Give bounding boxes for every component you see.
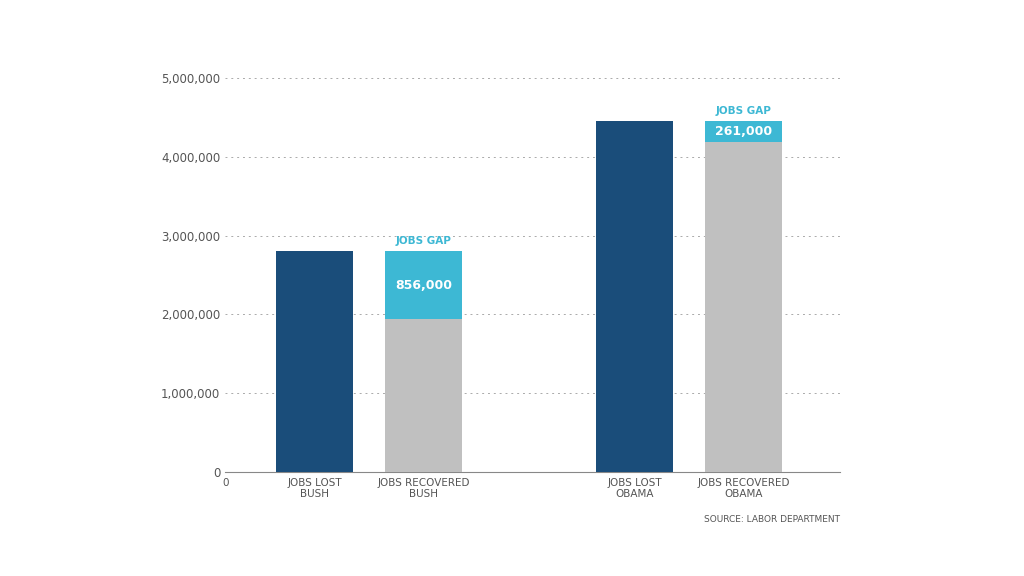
Text: 261,000: 261,000 xyxy=(715,125,772,138)
Text: SOURCE: LABOR DEPARTMENT: SOURCE: LABOR DEPARTMENT xyxy=(703,515,840,524)
Text: JOBS GAP: JOBS GAP xyxy=(716,105,772,116)
Bar xyxy=(276,251,353,472)
Bar xyxy=(596,121,674,472)
Bar xyxy=(385,319,462,472)
Bar xyxy=(706,142,782,472)
Bar xyxy=(706,121,782,142)
Text: JOBS GAP: JOBS GAP xyxy=(395,236,452,246)
Bar xyxy=(385,251,462,319)
Text: 856,000: 856,000 xyxy=(395,279,453,291)
